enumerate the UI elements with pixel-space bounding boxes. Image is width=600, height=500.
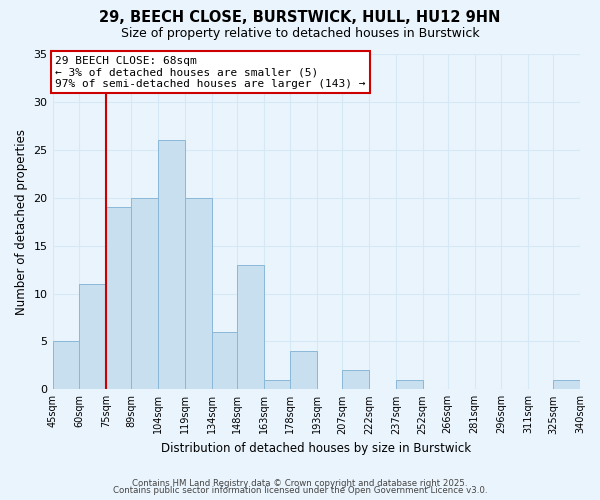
Text: Contains HM Land Registry data © Crown copyright and database right 2025.: Contains HM Land Registry data © Crown c… [132, 478, 468, 488]
Bar [237, 265, 263, 390]
Bar [396, 380, 422, 390]
Y-axis label: Number of detached properties: Number of detached properties [15, 128, 28, 314]
Text: Contains public sector information licensed under the Open Government Licence v3: Contains public sector information licen… [113, 486, 487, 495]
Bar [290, 351, 317, 390]
Text: Size of property relative to detached houses in Burstwick: Size of property relative to detached ho… [121, 28, 479, 40]
Bar [553, 380, 580, 390]
Bar [342, 370, 369, 390]
X-axis label: Distribution of detached houses by size in Burstwick: Distribution of detached houses by size … [161, 442, 472, 455]
Bar [79, 284, 106, 390]
Text: 29 BEECH CLOSE: 68sqm
← 3% of detached houses are smaller (5)
97% of semi-detach: 29 BEECH CLOSE: 68sqm ← 3% of detached h… [55, 56, 365, 89]
Bar [212, 332, 237, 390]
Bar [158, 140, 185, 390]
Text: 29, BEECH CLOSE, BURSTWICK, HULL, HU12 9HN: 29, BEECH CLOSE, BURSTWICK, HULL, HU12 9… [100, 10, 500, 25]
Bar [53, 342, 79, 390]
Bar [263, 380, 290, 390]
Bar [131, 198, 158, 390]
Bar [185, 198, 212, 390]
Bar [106, 208, 131, 390]
